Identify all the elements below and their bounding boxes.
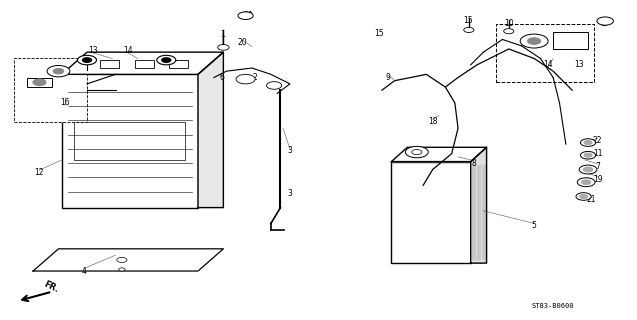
Circle shape [584, 141, 592, 144]
Circle shape [83, 58, 92, 62]
Text: 5: 5 [532, 220, 536, 229]
Circle shape [583, 167, 592, 172]
Text: 3: 3 [287, 189, 292, 198]
Polygon shape [391, 147, 487, 162]
Bar [14, 59, 87, 122]
Text: 20: 20 [238, 38, 247, 47]
Circle shape [78, 55, 97, 65]
Text: 2: 2 [253, 73, 257, 82]
Circle shape [118, 268, 125, 271]
Bar [27, 77, 52, 87]
Text: ST83-B0600: ST83-B0600 [532, 303, 575, 309]
Bar [134, 60, 154, 68]
Circle shape [504, 29, 514, 34]
Polygon shape [198, 52, 224, 208]
Text: 8: 8 [471, 159, 476, 168]
Circle shape [584, 153, 592, 157]
Text: 12: 12 [34, 168, 44, 177]
Circle shape [412, 149, 422, 155]
Text: 13: 13 [89, 46, 98, 55]
Text: 11: 11 [593, 149, 603, 158]
Circle shape [54, 69, 64, 74]
Text: 21: 21 [587, 195, 596, 204]
Circle shape [266, 82, 282, 89]
Text: 6: 6 [220, 73, 224, 82]
Polygon shape [471, 147, 487, 263]
Circle shape [47, 66, 70, 77]
Text: 14: 14 [543, 60, 553, 69]
Bar [62, 74, 198, 208]
Text: 14: 14 [124, 46, 133, 55]
Bar [391, 162, 471, 263]
Circle shape [582, 180, 590, 184]
Circle shape [33, 79, 46, 85]
Text: 22: 22 [593, 136, 603, 146]
Bar [75, 122, 185, 160]
Circle shape [405, 146, 428, 158]
Text: 16: 16 [60, 99, 69, 108]
Bar [496, 24, 594, 82]
Bar [100, 60, 118, 68]
Circle shape [580, 151, 596, 159]
Circle shape [528, 38, 540, 44]
Text: 13: 13 [574, 60, 583, 69]
Polygon shape [33, 249, 224, 271]
Bar [169, 60, 189, 68]
Text: 3: 3 [287, 146, 292, 155]
Circle shape [580, 195, 587, 198]
Circle shape [579, 165, 597, 174]
Text: 1: 1 [220, 30, 224, 39]
Text: 15: 15 [462, 16, 473, 25]
Text: 7: 7 [595, 162, 600, 171]
Circle shape [464, 28, 474, 32]
Circle shape [236, 74, 255, 84]
Text: 10: 10 [504, 19, 513, 28]
Text: 4: 4 [82, 267, 86, 276]
Circle shape [157, 55, 176, 65]
Text: 18: 18 [428, 117, 438, 126]
Circle shape [577, 178, 595, 187]
Bar [553, 32, 588, 49]
Circle shape [520, 34, 548, 48]
Circle shape [576, 193, 591, 200]
Polygon shape [62, 52, 224, 74]
Circle shape [238, 12, 253, 20]
Circle shape [162, 58, 171, 62]
Text: 17: 17 [600, 19, 610, 28]
Text: 9: 9 [386, 73, 390, 82]
Circle shape [597, 17, 613, 25]
Circle shape [218, 44, 229, 50]
Text: 19: 19 [593, 174, 603, 184]
Text: FR.: FR. [43, 280, 61, 295]
Text: 15: 15 [374, 28, 383, 38]
Circle shape [117, 257, 127, 262]
Text: 20: 20 [244, 11, 254, 20]
Circle shape [580, 139, 596, 146]
